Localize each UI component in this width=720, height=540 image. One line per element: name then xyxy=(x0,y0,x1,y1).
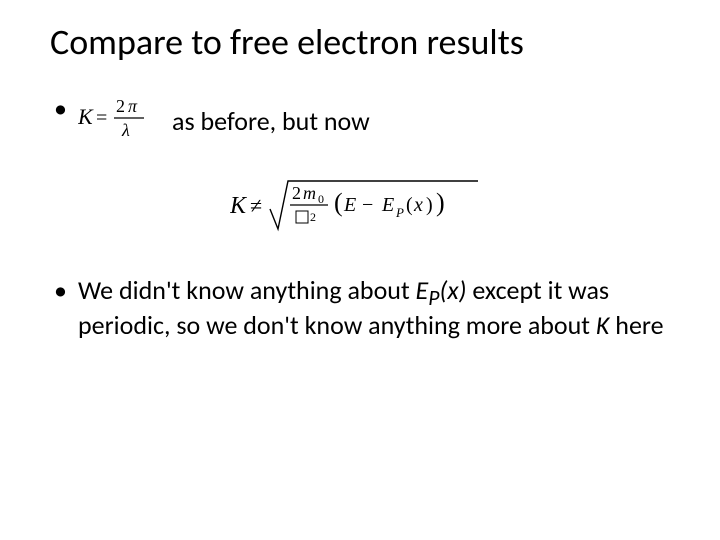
svg-text:λ: λ xyxy=(121,120,130,140)
svg-text:π: π xyxy=(128,96,138,116)
slide: Compare to free electron results K = 2 π… xyxy=(0,0,720,540)
ep-x-variable: EP(x) xyxy=(416,274,467,306)
svg-text:2: 2 xyxy=(116,96,125,116)
bullet-item-2: We didn't know anything about EP(x) exce… xyxy=(50,276,670,341)
bullet-list-2: We didn't know anything about EP(x) exce… xyxy=(50,276,670,341)
svg-text:(: ( xyxy=(334,188,343,217)
svg-text:2: 2 xyxy=(292,183,301,203)
svg-text:=: = xyxy=(96,107,107,129)
svg-text:E: E xyxy=(343,194,356,216)
svg-text:0: 0 xyxy=(318,192,324,206)
bullet-2-post: here xyxy=(609,309,663,341)
equation-k-lambda: K = 2 π λ xyxy=(78,94,158,149)
bullet-item-1: K = 2 π λ as before, but now xyxy=(50,94,670,149)
bullet-list: K = 2 π λ as before, but now xyxy=(50,94,670,149)
bullet-1-text: as before, but now xyxy=(172,107,370,137)
svg-text:−: − xyxy=(362,194,373,216)
equation-k-neq: K ≠ 2 m 0 2 ( E − E P ( x ) ) xyxy=(50,171,670,242)
svg-text:2: 2 xyxy=(310,210,316,224)
svg-text:≠: ≠ xyxy=(250,193,262,218)
svg-text:x: x xyxy=(413,194,423,216)
svg-text:): ) xyxy=(426,194,433,216)
svg-text:K: K xyxy=(78,104,94,129)
k-variable: K xyxy=(596,309,610,341)
svg-text:(: ( xyxy=(406,194,413,216)
svg-text:m: m xyxy=(303,183,316,203)
svg-text:E: E xyxy=(381,194,394,216)
svg-text:K: K xyxy=(230,193,248,219)
bullet-2-pre: We didn't know anything about xyxy=(78,274,416,306)
page-title: Compare to free electron results xyxy=(50,20,670,64)
svg-text:P: P xyxy=(395,205,404,220)
svg-text:): ) xyxy=(436,188,445,217)
